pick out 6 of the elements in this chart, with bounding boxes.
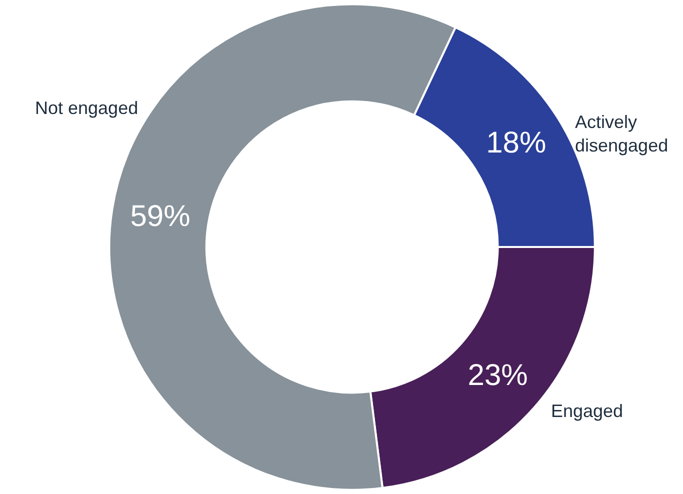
data-label: 23% <box>468 358 528 392</box>
slice-label: Engaged <box>551 401 624 421</box>
slice-label: Actively disengaged <box>575 112 668 156</box>
data-label: 59% <box>130 200 190 234</box>
slice-label: Not engaged <box>35 98 138 118</box>
data-label: 18% <box>486 126 546 160</box>
